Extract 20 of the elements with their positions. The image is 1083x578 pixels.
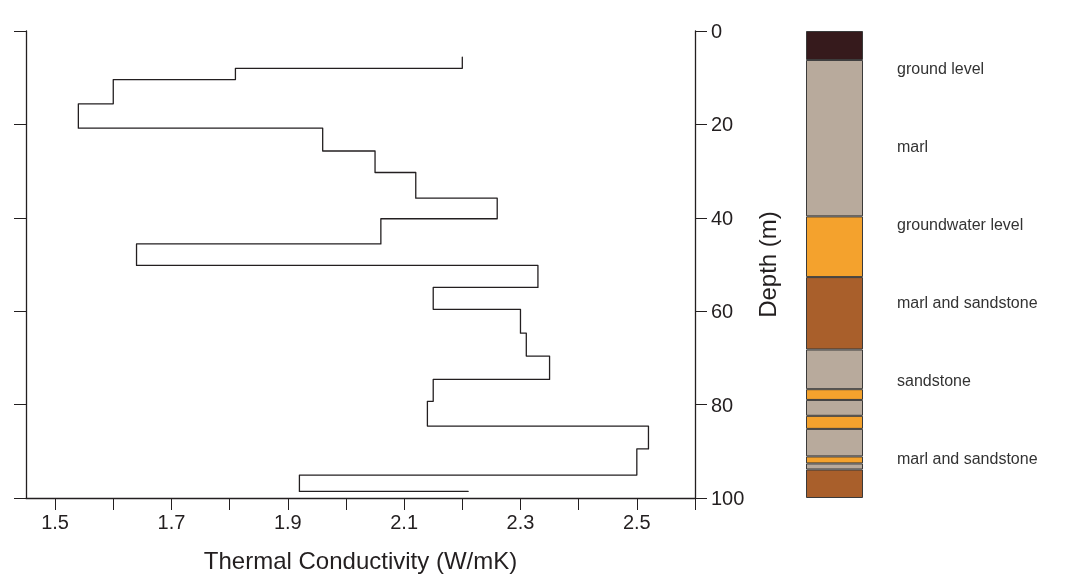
- y-tick-label: 80: [711, 393, 734, 416]
- y-tick-label: 20: [711, 113, 734, 136]
- text: sandstone: [897, 371, 971, 389]
- y-tick-label: 40: [711, 206, 734, 229]
- y-tick-label: 60: [711, 300, 734, 323]
- text: groundwater level: [897, 216, 1024, 234]
- x-tick-label: 2.1: [390, 511, 419, 533]
- x-tick-label: 1.9: [273, 511, 302, 533]
- text: ground level: [897, 60, 985, 78]
- x-tick-label: 2.3: [506, 511, 535, 533]
- text: marl and sandstone: [897, 449, 1038, 467]
- y-tick-label: 0: [711, 20, 723, 42]
- x-axis-title: Thermal Conductivity (W/mK): [203, 546, 518, 574]
- y-axis-title: Depth (m): [753, 211, 781, 318]
- text: marl: [897, 138, 929, 156]
- x-tick-label: 1.7: [157, 511, 186, 533]
- y-tick-label: 100: [711, 487, 745, 509]
- text: marl and sandstone: [897, 293, 1038, 311]
- x-tick-label: 1.5: [41, 511, 69, 533]
- x-tick-label: 2.5: [622, 511, 651, 533]
